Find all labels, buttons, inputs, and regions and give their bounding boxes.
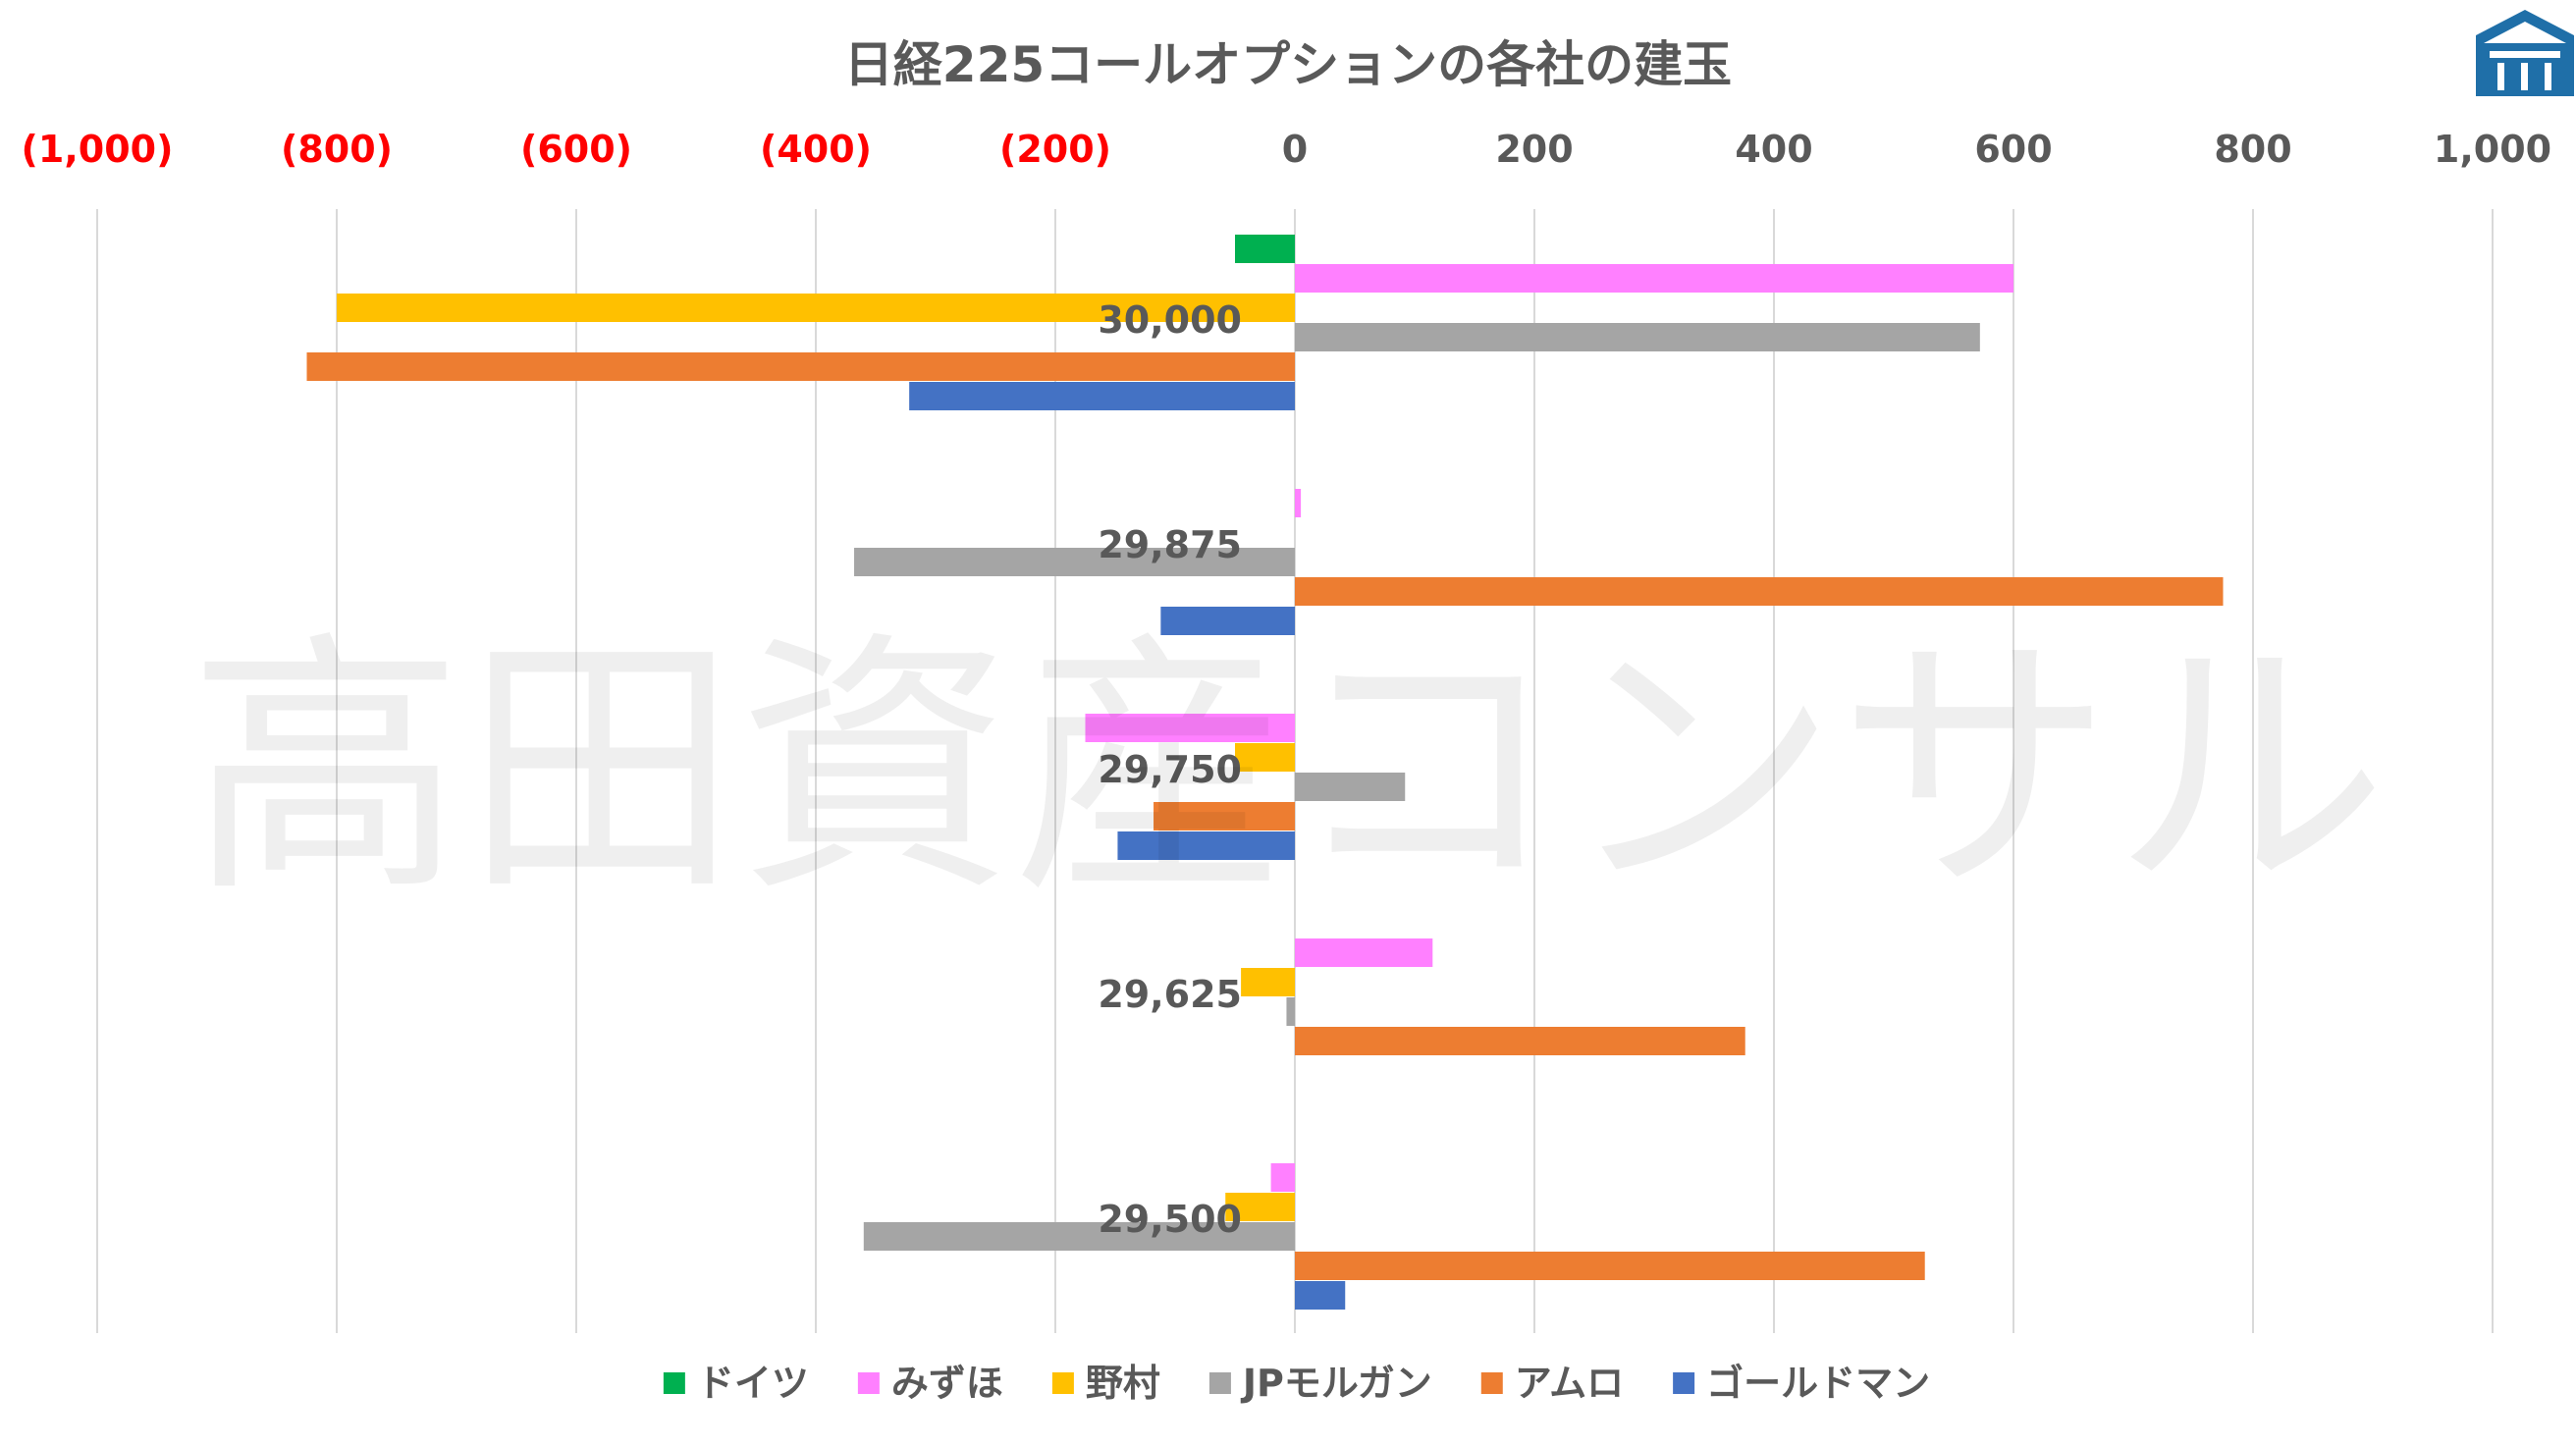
- logo-pillar-left: [2497, 63, 2504, 90]
- legend-swatch: [857, 1372, 880, 1394]
- legend-item: アムロ: [1480, 1362, 1624, 1405]
- legend-swatch: [1208, 1372, 1231, 1394]
- legend-label: アムロ: [1515, 1362, 1624, 1405]
- x-tick-label: (1,000): [22, 128, 174, 171]
- bar: [1295, 1027, 1745, 1055]
- gridlines: [96, 209, 2494, 1333]
- x-tick-label: (200): [999, 128, 1111, 171]
- x-tick-label: 800: [2214, 128, 2291, 171]
- bar: [1295, 773, 1406, 801]
- legend-swatch: [663, 1372, 685, 1394]
- x-tick-label: 200: [1495, 128, 1573, 171]
- legend-item: ドイツ: [663, 1362, 809, 1405]
- bar: [1235, 235, 1295, 263]
- bars: [306, 235, 2224, 1310]
- bar: [1241, 968, 1295, 996]
- x-tick-label: 600: [1974, 128, 2052, 171]
- logo-bar-top: [2490, 51, 2560, 58]
- bar: [1235, 743, 1295, 772]
- category-label: 29,500: [1098, 1198, 1242, 1241]
- logo-roof-highlight: [2484, 22, 2566, 43]
- legend: ドイツ みずほ 野村 JPモルガン アムロ ゴールドマン: [663, 1362, 1930, 1405]
- bar: [1295, 938, 1433, 967]
- bar: [1154, 802, 1295, 830]
- legend-swatch: [1480, 1372, 1503, 1394]
- legend-item: みずほ: [857, 1362, 1003, 1405]
- legend-swatch: [1673, 1372, 1695, 1394]
- legend-label: 野村: [1086, 1362, 1160, 1405]
- bar: [337, 294, 1295, 322]
- bar: [1270, 1163, 1295, 1192]
- x-tick-label: 0: [1282, 128, 1308, 171]
- legend-label: みずほ: [891, 1362, 1003, 1405]
- logo-pillar-right: [2545, 63, 2551, 90]
- category-label: 29,750: [1098, 748, 1242, 791]
- logo-pillar-middle: [2521, 63, 2528, 90]
- bar: [854, 548, 1295, 576]
- bar: [1225, 1193, 1295, 1221]
- x-tick-label: 400: [1735, 128, 1812, 171]
- x-axis-ticks: (1,000) (800) (600) (400) (200) 0 200 400 600 800…: [22, 128, 2552, 171]
- bar: [1286, 997, 1295, 1026]
- bar: [306, 352, 1295, 381]
- bar: [1085, 714, 1295, 742]
- x-tick-label: (400): [760, 128, 872, 171]
- legend-label: ドイツ: [697, 1362, 809, 1405]
- x-tick-label: (800): [281, 128, 393, 171]
- bar: [1295, 264, 2013, 293]
- bar: [1295, 1281, 1346, 1310]
- legend-label: ゴールドマン: [1706, 1362, 1930, 1405]
- legend-swatch: [1051, 1372, 1074, 1394]
- legend-item: JPモルガン: [1208, 1362, 1432, 1405]
- bar: [863, 1222, 1295, 1251]
- company-logo: [2476, 10, 2574, 96]
- bar: [1295, 1252, 1925, 1280]
- legend-label: JPモルガン: [1240, 1362, 1432, 1405]
- legend-item: ゴールドマン: [1673, 1362, 1930, 1405]
- bar: [1295, 323, 1980, 351]
- watermark: 高田資産コンサル: [188, 610, 2388, 930]
- chart-title: 日経225コールオプションの各社の建玉: [844, 36, 1732, 93]
- bar: [1295, 577, 2224, 606]
- category-label: 29,625: [1098, 973, 1242, 1016]
- bar: [1160, 607, 1295, 635]
- category-labels: 30,000 29,875 29,750 29,625 29,500: [1098, 298, 1242, 1241]
- bar: [1295, 489, 1302, 517]
- bar: [1117, 831, 1295, 860]
- x-tick-label: (600): [520, 128, 632, 171]
- category-label: 30,000: [1098, 298, 1242, 342]
- bar: [909, 382, 1295, 410]
- x-tick-label: 1,000: [2434, 128, 2551, 171]
- legend-item: 野村: [1051, 1362, 1160, 1405]
- category-label: 29,875: [1098, 523, 1242, 566]
